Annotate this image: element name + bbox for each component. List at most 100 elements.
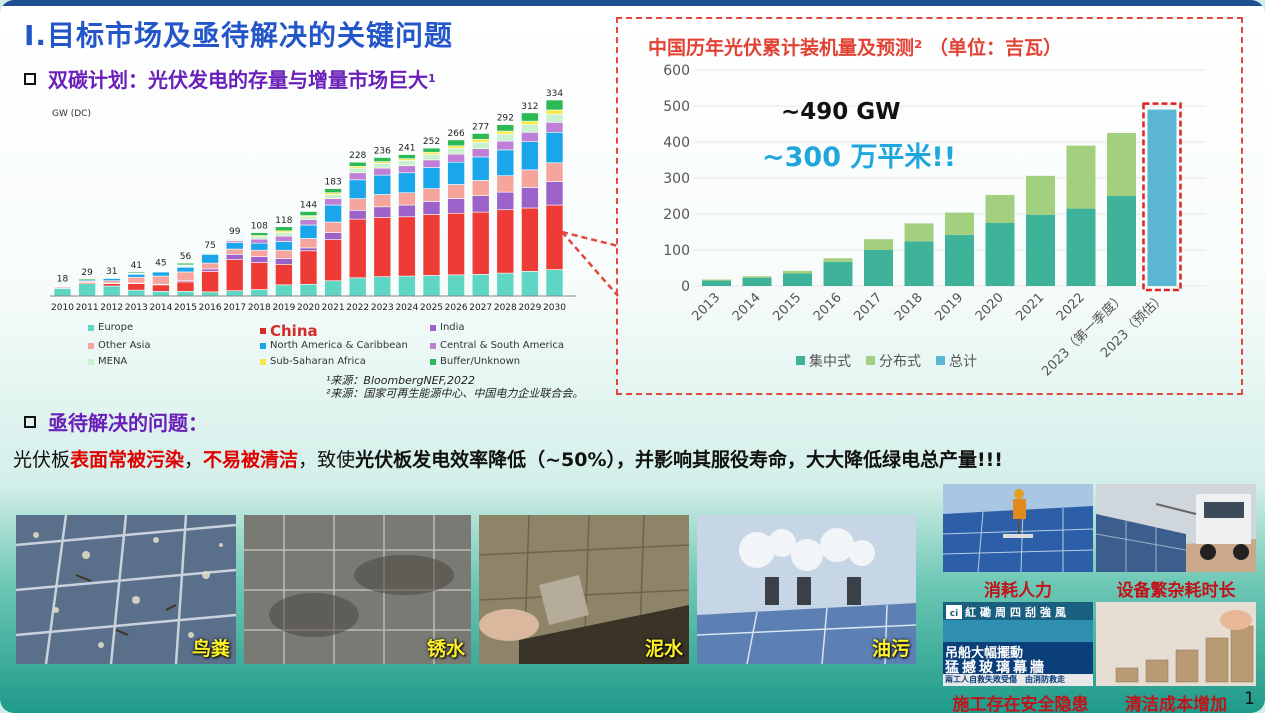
bar-segment (422, 154, 441, 161)
bar-segment (422, 275, 441, 297)
bar-segment (1107, 133, 1136, 196)
bar-segment (102, 283, 121, 287)
bar-segment (348, 172, 367, 181)
legend-label: India (440, 322, 465, 333)
bar-segment (324, 239, 342, 282)
x-tick-label: 2021 (322, 303, 345, 313)
para-seg: ， (184, 449, 204, 471)
legend-label: 集中式 (809, 353, 851, 370)
solar-panel-image (16, 515, 236, 664)
legend-entry: Europe (88, 322, 133, 333)
bar-segment (348, 210, 367, 220)
legend-entry: India (430, 322, 465, 333)
checkbox-bullet-icon (24, 415, 36, 428)
section-heading-text: 亟待解决的问题： (48, 411, 208, 435)
legend-entry: MENA (88, 356, 127, 367)
bar-segment (102, 277, 121, 279)
legend-swatch (260, 342, 266, 349)
x-tick-label: 2012 (100, 303, 123, 313)
legend-swatch (260, 358, 266, 365)
bar-segment (985, 194, 1015, 223)
bar-segment (275, 232, 293, 237)
x-tick-label: 2030 (543, 303, 566, 313)
x-tick-label: 2026 (445, 303, 468, 313)
bar-segment (702, 279, 731, 281)
bar-segment (127, 271, 146, 274)
bar-segment (1107, 196, 1136, 286)
bar-segment (398, 204, 416, 218)
caption-cost: 清洁成本增加 (1125, 695, 1227, 713)
bar-segment (373, 157, 392, 162)
bar-segment (496, 130, 515, 135)
y-tick-label: 100 (663, 243, 690, 259)
bar-segment (152, 269, 170, 271)
legend-label: Buffer/Unknown (440, 356, 521, 367)
x-tick-label: 2015 (770, 290, 804, 324)
bar-segment (521, 207, 539, 272)
legend-entry: Central & South America (430, 340, 564, 351)
forecast-highlight-box (1142, 102, 1182, 292)
worker-cleaning-image (943, 484, 1093, 572)
legend-swatch (796, 356, 805, 365)
bar-segment (299, 211, 318, 216)
bar-segment (521, 187, 539, 209)
legend-label: Sub-Saharan Africa (270, 356, 366, 367)
caption-labor: 消耗人力 (984, 581, 1052, 601)
caption-safety: 施工存在安全隐患 (952, 695, 1089, 713)
total-label: 18 (57, 274, 69, 284)
footnote-marker: 1 (428, 72, 436, 85)
bar-segment (521, 141, 539, 171)
bar-segment (102, 280, 121, 284)
section-heading-market: 双碳计划：光伏发电的存量与增量市场巨大 1 (24, 64, 436, 93)
bar-segment (53, 288, 72, 297)
caption-equipment: 设备繁杂耗时长 (1116, 581, 1236, 601)
bar-segment (152, 291, 170, 297)
bar-segment (496, 140, 515, 151)
legend-label: 总计 (949, 354, 977, 370)
bar-segment (398, 165, 416, 174)
bar-segment (545, 131, 564, 164)
legend-swatch (88, 358, 94, 365)
legend-swatch (430, 358, 436, 365)
bar-segment (1026, 175, 1055, 215)
bar-segment (152, 271, 170, 277)
legend-swatch (430, 324, 436, 331)
connector-dashed-line (561, 230, 619, 297)
bar-segment (201, 271, 219, 293)
photo-rust-water: 锈水 (244, 515, 471, 664)
bar-segment (521, 169, 539, 188)
bar-segment (299, 247, 318, 252)
bar-segment (225, 237, 244, 239)
bar-segment (152, 275, 170, 285)
bar-segment (250, 236, 269, 240)
bar-segment (545, 113, 564, 123)
bar-segment (823, 258, 853, 262)
bar-segment (324, 194, 342, 199)
bar-segment (545, 99, 564, 111)
bar-segment (422, 159, 441, 168)
x-tick-label: 2015 (174, 303, 197, 313)
total-label: 292 (497, 114, 514, 124)
solar-panel-image (479, 515, 689, 664)
bar-segment (299, 238, 318, 249)
bar-segment (521, 131, 539, 142)
bar-segment (176, 271, 195, 282)
bar-segment (521, 124, 539, 133)
legend-entry: North America & Caribbean (260, 340, 408, 351)
bar-segment (373, 194, 392, 208)
legend-label: MENA (98, 356, 128, 367)
bar-segment (324, 204, 342, 223)
left-chart-legend: Europe China India Other Asia North America … (88, 322, 588, 370)
bar-segment (471, 180, 490, 196)
photo-caption: 油污 (871, 638, 910, 660)
bar-segment (275, 264, 293, 286)
bar-segment (783, 270, 812, 274)
x-tick-label: 2017 (223, 303, 246, 313)
bar-segment (496, 272, 515, 297)
bar-segment (742, 277, 772, 286)
top-bar (0, 0, 1265, 6)
bar-segment (348, 218, 367, 279)
bar-segment (545, 181, 564, 206)
